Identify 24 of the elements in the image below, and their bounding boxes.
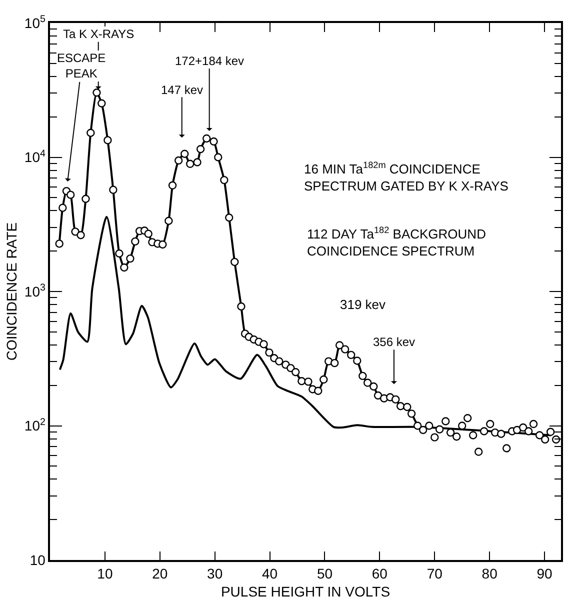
annotation: 147 kev xyxy=(161,83,204,97)
y-tick-label: 10$^{3}$ xyxy=(24,282,46,300)
x-tick-label: 40 xyxy=(262,566,278,582)
annotation: 16 MIN Ta$^{182m}$ COINCIDENCE SPECTRUM GATED BY K X-RAYS xyxy=(304,160,509,194)
x-tick-label: 80 xyxy=(482,566,498,582)
x-tick-label: 10 xyxy=(97,566,113,582)
y-tick-label: 10$^{5}$ xyxy=(24,14,46,31)
x-tick-label: 90 xyxy=(536,566,553,582)
annotation: Ta K X-RAYS xyxy=(63,27,134,41)
annotation: 356 kev xyxy=(373,335,416,349)
annotation: 319 kev xyxy=(340,297,386,312)
x-axis-title: PULSE HEIGHT IN VOLTS xyxy=(220,583,390,600)
y-tick-label: 10 xyxy=(30,552,46,568)
y-tick-label: 10$^{4}$ xyxy=(24,148,46,166)
y-tick-label: 10$^{2}$ xyxy=(24,416,46,434)
x-tick-label: 60 xyxy=(372,566,388,582)
x-tick-label: 70 xyxy=(426,566,443,582)
x-tick-label: 30 xyxy=(207,566,223,582)
x-tick-label: 20 xyxy=(152,566,168,582)
annotation: 112 DAY Ta$^{182}$ BACKGROUND COINCIDENCE SPECTRUM xyxy=(307,225,486,258)
annotation: ESCAPE PEAK xyxy=(57,51,106,81)
annotation: 172+184 kev xyxy=(175,54,244,68)
x-tick-label: 50 xyxy=(316,566,333,582)
y-axis-title: COINCIDENCE RATE xyxy=(4,222,20,361)
